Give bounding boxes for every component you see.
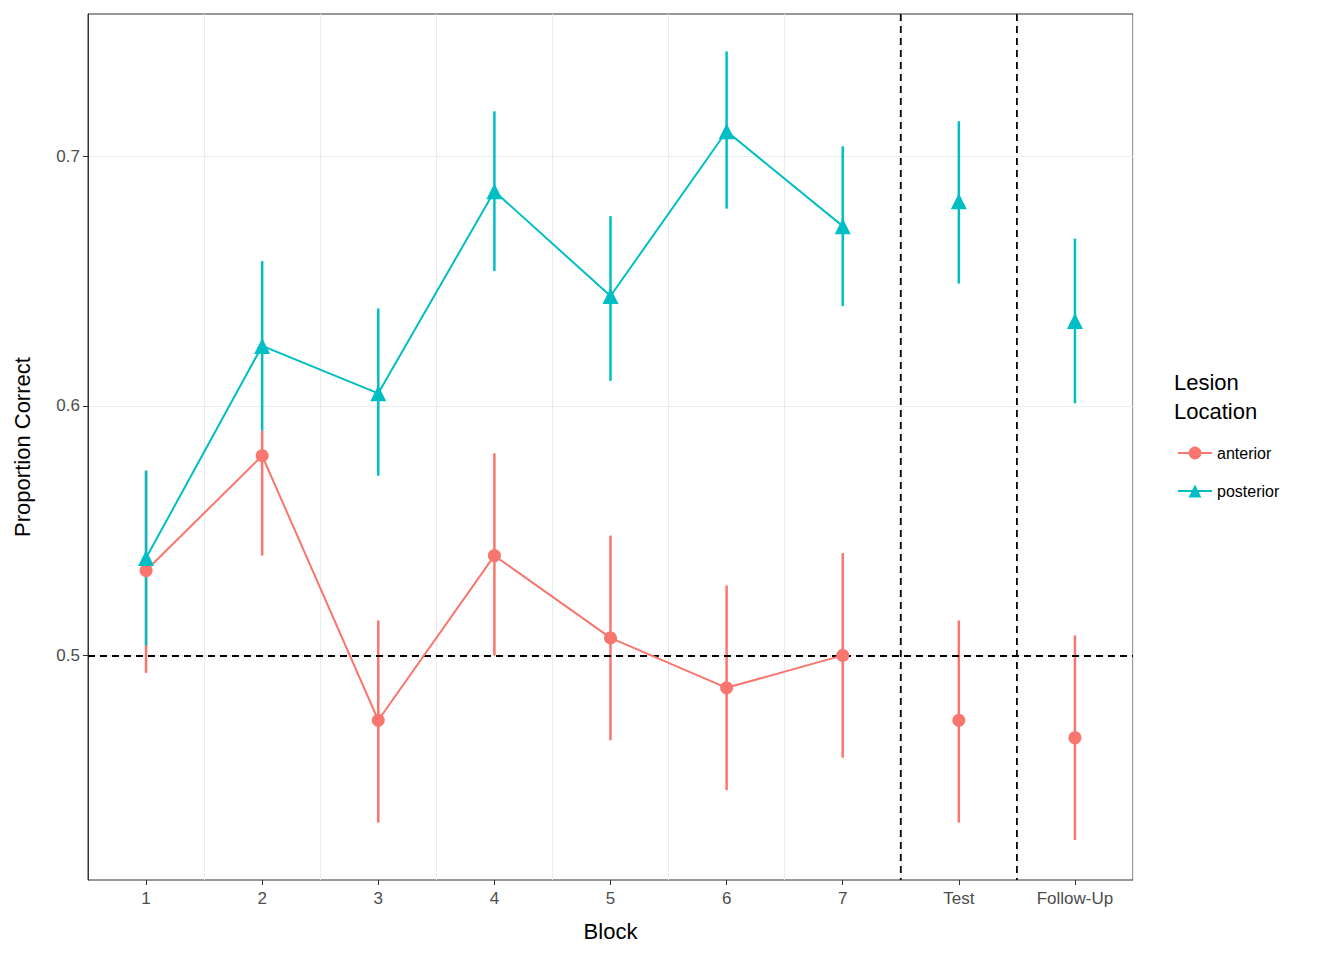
svg-text:6: 6 [722, 889, 731, 908]
svg-text:Lesion: Lesion [1174, 370, 1245, 395]
svg-text:Follow-Up: Follow-Up [1037, 889, 1114, 908]
svg-text:4: 4 [490, 889, 499, 908]
svg-text:3: 3 [374, 889, 383, 908]
svg-text:Location: Location [1174, 399, 1257, 424]
svg-text:Proportion Correct: Proportion Correct [10, 357, 35, 537]
svg-text:Block: Block [584, 919, 639, 944]
svg-text:2: 2 [257, 889, 266, 908]
svg-text:1: 1 [141, 889, 150, 908]
svg-text:posterior: posterior [1217, 483, 1280, 500]
svg-text:7: 7 [838, 889, 847, 908]
svg-text:0.7: 0.7 [56, 147, 80, 166]
svg-text:0.6: 0.6 [56, 396, 80, 415]
svg-text:Test: Test [943, 889, 974, 908]
svg-text:anterior: anterior [1217, 445, 1272, 462]
svg-text:0.5: 0.5 [56, 646, 80, 665]
svg-text:5: 5 [606, 889, 615, 908]
